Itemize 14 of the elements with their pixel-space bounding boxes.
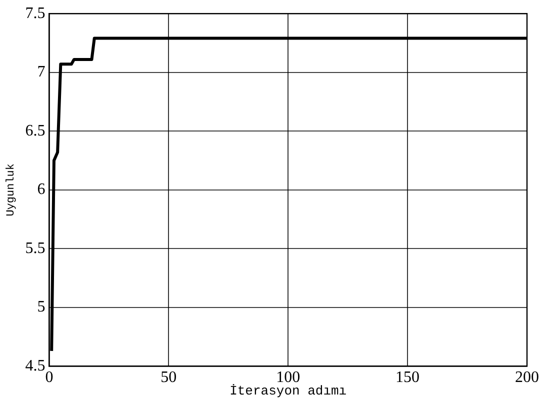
y-tick-label: 6: [37, 181, 46, 198]
x-tick-label: 200: [515, 369, 539, 386]
x-axis-title: İterasyon adımı: [230, 384, 347, 399]
y-tick-label: 7.5: [25, 4, 46, 22]
y-tick-label: 6.5: [25, 122, 46, 140]
y-tick-label: 5: [37, 298, 46, 316]
x-tick-label: 150: [396, 369, 420, 386]
x-tick-label: 100: [276, 369, 300, 386]
y-tick-label: 7: [37, 64, 46, 81]
y-tick-label: 5.5: [25, 240, 46, 257]
y-axis-title: Uygunluk: [6, 163, 18, 216]
y-tick-label: 4.5: [25, 357, 46, 374]
x-tick-label: 0: [45, 369, 54, 386]
x-tick-label: 50: [160, 369, 177, 386]
